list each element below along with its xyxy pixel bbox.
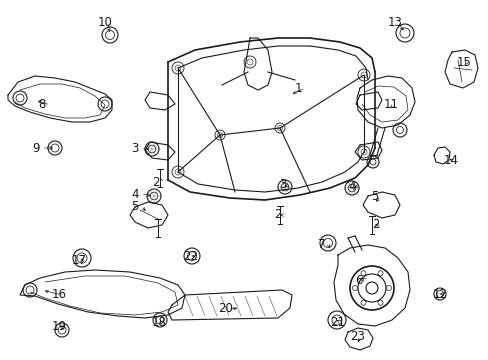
Text: 5: 5: [370, 189, 378, 202]
Text: 5: 5: [131, 199, 138, 212]
Text: 3: 3: [279, 179, 286, 192]
Text: 2: 2: [371, 219, 379, 231]
Text: 6: 6: [354, 274, 362, 287]
Text: 22: 22: [183, 249, 198, 262]
Text: 15: 15: [456, 55, 471, 68]
Text: 18: 18: [152, 316, 166, 329]
Text: 4: 4: [347, 180, 355, 193]
Text: 19: 19: [52, 320, 67, 333]
Text: 17: 17: [72, 253, 87, 266]
Text: 14: 14: [443, 154, 458, 167]
Text: 20: 20: [218, 302, 232, 315]
Text: 3: 3: [131, 143, 138, 156]
Text: 4: 4: [131, 188, 138, 201]
Text: 7: 7: [317, 238, 325, 251]
Text: 1: 1: [294, 81, 302, 94]
Text: 2: 2: [152, 175, 159, 189]
Text: 9: 9: [32, 141, 40, 154]
Text: 2: 2: [273, 208, 281, 221]
Text: 13: 13: [387, 15, 402, 28]
Text: 16: 16: [52, 288, 67, 302]
Text: 12: 12: [432, 288, 447, 301]
Text: 21: 21: [329, 315, 345, 328]
Text: 10: 10: [98, 15, 113, 28]
Text: 8: 8: [38, 99, 45, 112]
Text: 11: 11: [383, 99, 398, 112]
Text: 23: 23: [349, 330, 364, 343]
